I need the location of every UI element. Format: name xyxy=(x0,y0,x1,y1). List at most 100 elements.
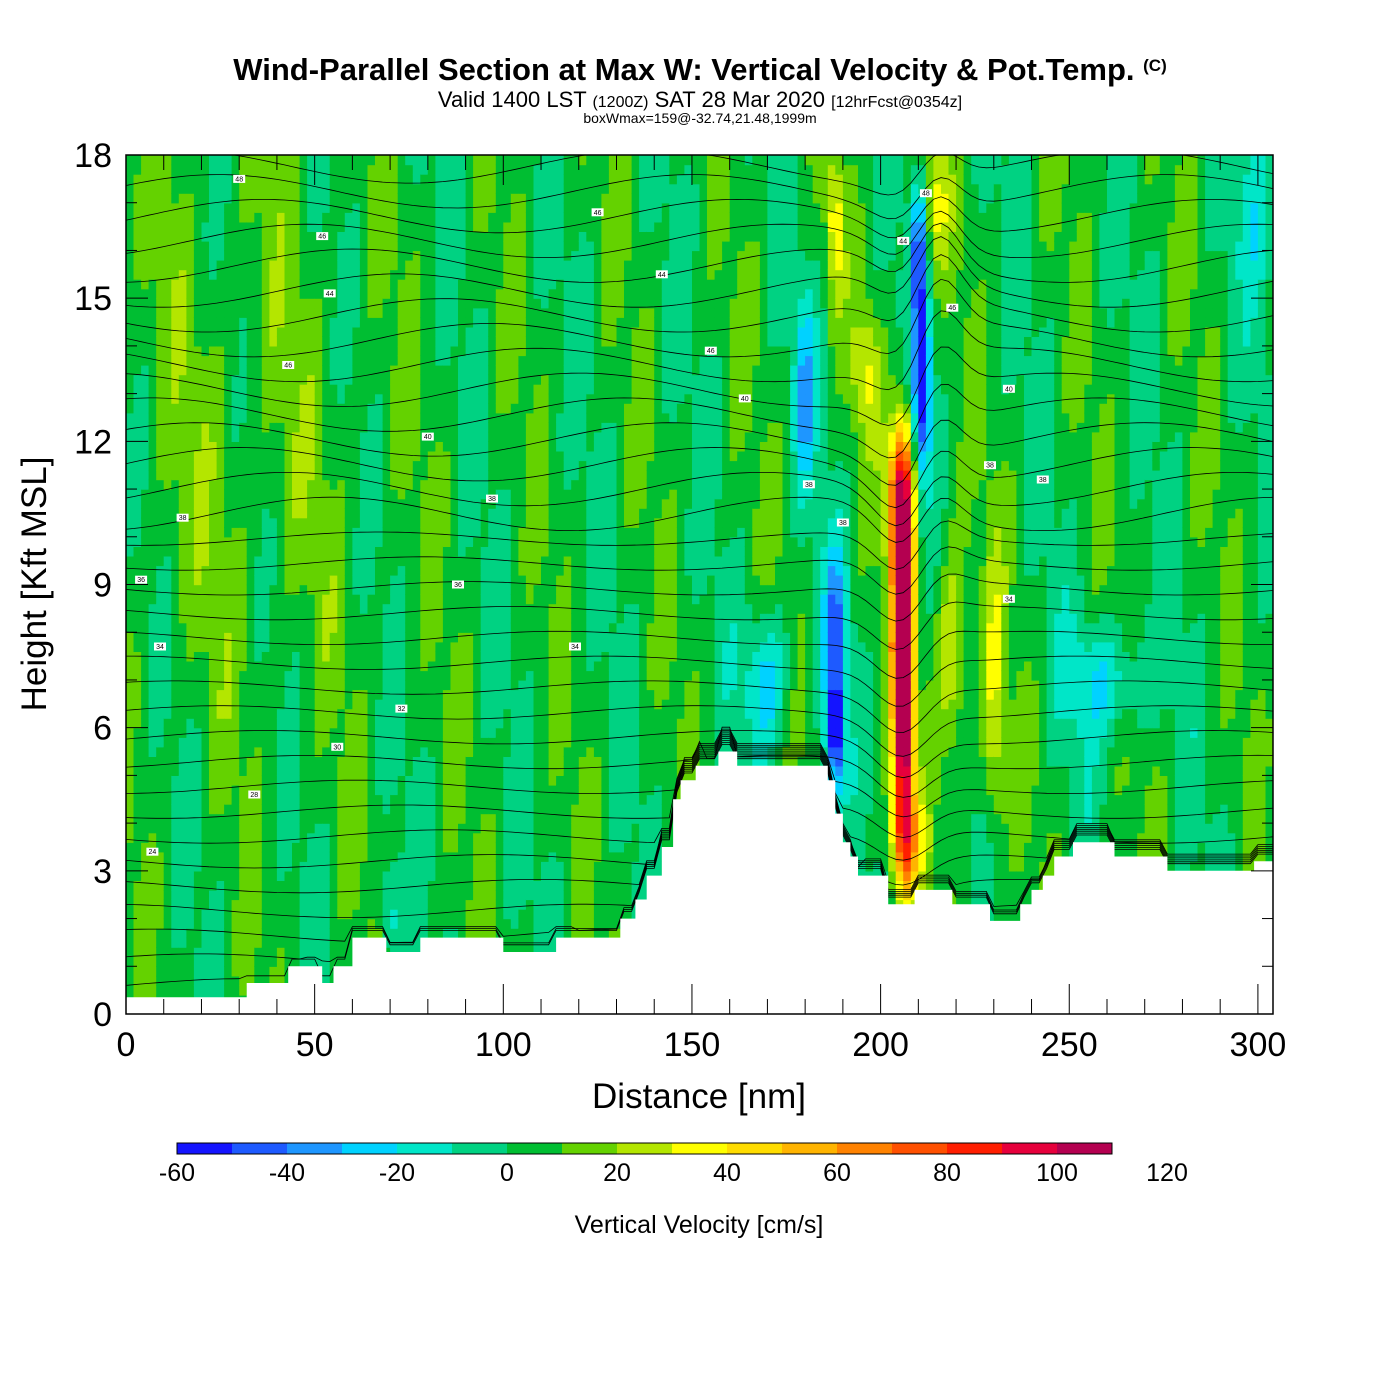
vv-cell xyxy=(412,298,421,309)
vv-cell xyxy=(495,784,504,796)
vv-cell xyxy=(390,861,399,872)
vv-cell xyxy=(435,699,444,710)
vv-cell xyxy=(239,565,248,576)
vv-cell xyxy=(458,450,467,462)
vv-cell xyxy=(465,527,474,538)
vv-cell xyxy=(503,565,512,576)
vv-cell xyxy=(209,365,218,376)
vv-cell xyxy=(261,326,270,337)
vv-cell xyxy=(412,746,421,757)
vv-cell xyxy=(178,441,187,452)
vv-cell xyxy=(510,240,519,252)
vv-cell xyxy=(458,613,467,624)
vv-cell xyxy=(231,804,240,815)
vv-cell xyxy=(382,412,391,423)
vv-cell xyxy=(269,575,278,586)
vv-cell xyxy=(465,870,474,881)
vv-cell xyxy=(458,250,467,261)
vv-cell xyxy=(299,202,308,213)
vv-cell xyxy=(382,737,391,748)
vv-cell xyxy=(525,746,535,757)
vv-cell xyxy=(442,212,452,223)
vv-cell xyxy=(163,345,172,357)
vv-cell xyxy=(201,298,210,309)
vv-cell xyxy=(201,718,210,729)
vv-cell xyxy=(495,508,504,519)
vv-cell xyxy=(314,336,323,347)
vv-cell xyxy=(126,355,135,366)
vv-cell xyxy=(126,613,135,624)
vv-cell xyxy=(359,221,369,232)
vv-cell xyxy=(427,193,436,204)
vv-cell xyxy=(314,584,323,595)
vv-cell xyxy=(435,298,444,309)
vv-cell xyxy=(231,527,240,538)
vv-cell xyxy=(533,336,542,347)
vv-cell xyxy=(178,498,187,509)
vv-cell xyxy=(525,212,535,223)
vv-cell xyxy=(307,937,316,948)
vv-cell xyxy=(224,326,233,337)
vv-cell xyxy=(495,794,504,805)
vv-cell xyxy=(314,947,323,958)
vv-cell xyxy=(495,880,504,891)
vv-cell xyxy=(488,164,497,175)
vv-cell xyxy=(450,632,459,643)
vv-cell xyxy=(337,164,346,175)
vv-cell xyxy=(458,756,467,767)
vv-cell xyxy=(495,479,504,490)
vv-cell xyxy=(193,613,203,624)
vv-cell xyxy=(503,861,512,872)
vv-cell xyxy=(261,183,270,194)
vv-cell xyxy=(141,221,150,232)
vv-cell xyxy=(178,489,187,500)
vv-cell xyxy=(322,603,331,614)
vv-cell xyxy=(495,756,504,767)
vv-cell xyxy=(375,861,384,872)
vv-cell xyxy=(261,565,270,576)
vv-cell xyxy=(488,307,497,318)
vv-cell xyxy=(329,718,338,729)
vv-cell xyxy=(503,718,512,729)
vv-cell xyxy=(156,956,165,967)
vv-cell xyxy=(525,174,535,185)
vv-cell xyxy=(450,470,459,481)
vv-cell xyxy=(518,231,527,242)
vv-cell xyxy=(224,288,233,299)
vv-cell xyxy=(269,336,278,347)
vv-cell xyxy=(420,527,429,538)
vv-cell xyxy=(337,250,346,261)
vv-cell xyxy=(156,842,165,853)
vv-cell xyxy=(412,880,421,891)
vv-cell xyxy=(239,326,248,337)
vv-cell xyxy=(488,918,497,929)
vv-cell xyxy=(450,555,459,567)
vv-cell xyxy=(276,164,286,175)
vv-cell xyxy=(442,412,452,423)
vv-cell xyxy=(397,403,406,414)
vv-cell xyxy=(254,431,263,442)
vv-cell xyxy=(171,183,180,194)
vv-cell xyxy=(178,985,187,996)
vv-cell xyxy=(209,240,218,252)
vv-cell xyxy=(299,813,308,824)
vv-cell xyxy=(359,240,369,252)
vv-cell xyxy=(458,479,467,490)
vv-cell xyxy=(292,384,301,395)
vv-cell xyxy=(261,307,270,318)
vv-cell xyxy=(465,345,474,357)
vv-cell xyxy=(375,412,384,423)
vv-cell xyxy=(201,336,210,347)
vv-cell xyxy=(533,861,542,872)
vv-cell xyxy=(480,240,489,252)
vv-cell xyxy=(193,594,203,605)
vv-cell xyxy=(450,489,459,500)
vv-cell xyxy=(284,260,293,271)
vv-cell xyxy=(133,164,142,175)
vv-cell xyxy=(224,470,233,481)
vv-cell xyxy=(465,775,474,786)
vv-cell xyxy=(533,622,542,633)
vv-cell xyxy=(420,594,429,605)
vv-cell xyxy=(133,641,142,652)
vv-cell xyxy=(352,498,361,509)
